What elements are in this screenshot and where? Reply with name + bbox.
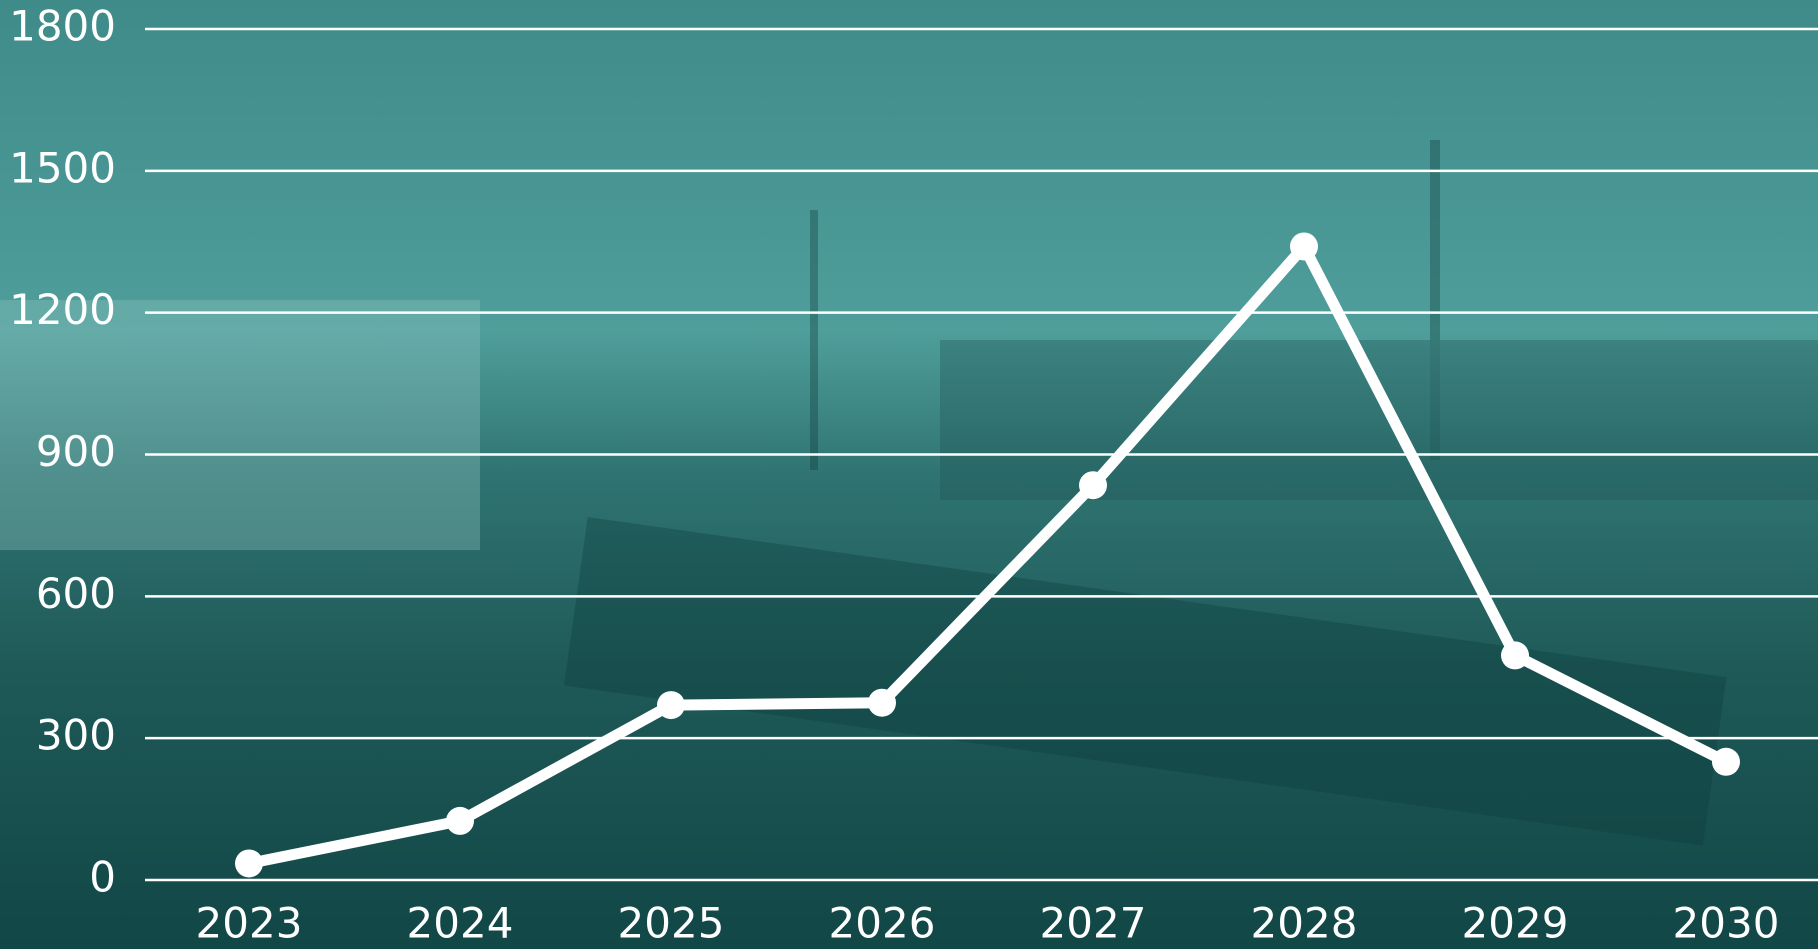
x-tick-label: 2026 <box>829 899 936 948</box>
y-tick-label: 1500 <box>9 143 116 192</box>
point <box>1079 471 1107 499</box>
point <box>868 689 896 717</box>
y-tick-label: 300 <box>36 711 116 760</box>
x-tick-label: 2024 <box>407 899 514 948</box>
point <box>1501 641 1529 669</box>
x-tick-label: 2023 <box>196 899 303 948</box>
y-tick-label: 600 <box>36 569 116 618</box>
point <box>446 807 474 835</box>
x-tick-label: 2028 <box>1251 899 1358 948</box>
y-tick-label: 0 <box>89 853 116 902</box>
y-tick-label: 1800 <box>9 2 116 51</box>
x-tick-label: 2029 <box>1462 899 1569 948</box>
point <box>657 691 685 719</box>
point <box>1712 748 1740 776</box>
x-tick-label: 2025 <box>618 899 725 948</box>
y-tick-label: 900 <box>36 427 116 476</box>
y-tick-label: 1200 <box>9 285 116 334</box>
x-tick-label: 2027 <box>1040 899 1147 948</box>
x-tick-label: 2030 <box>1673 899 1780 948</box>
point <box>1290 232 1318 260</box>
point <box>235 849 263 877</box>
chart: 0 300 600 900 1200 1500 1800 2023 2024 2025 2026 20… <box>0 0 1818 949</box>
